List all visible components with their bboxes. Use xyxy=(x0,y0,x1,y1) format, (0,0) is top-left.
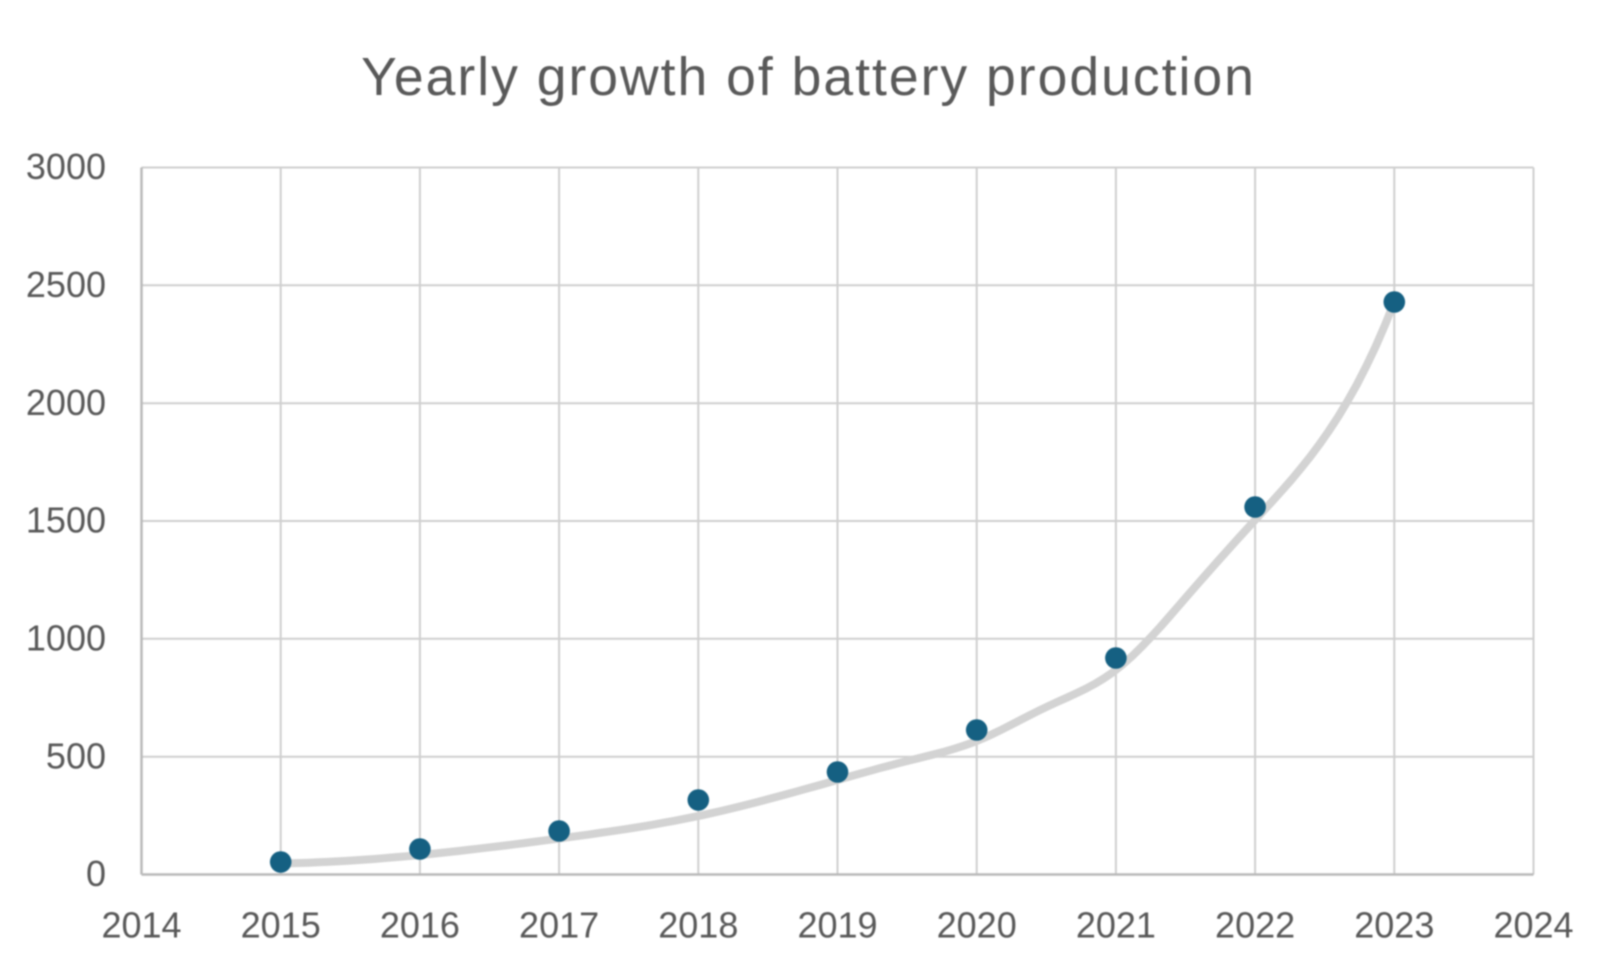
svg-text:2017: 2017 xyxy=(519,905,599,946)
svg-text:2018: 2018 xyxy=(658,905,738,946)
svg-text:2023: 2023 xyxy=(1354,905,1434,946)
svg-text:2021: 2021 xyxy=(1076,905,1156,946)
svg-text:2019: 2019 xyxy=(797,905,877,946)
svg-text:1500: 1500 xyxy=(26,500,106,541)
svg-text:2020: 2020 xyxy=(937,905,1017,946)
svg-text:0: 0 xyxy=(86,853,106,894)
svg-text:2015: 2015 xyxy=(241,905,321,946)
svg-text:2014: 2014 xyxy=(101,905,181,946)
svg-text:500: 500 xyxy=(46,735,106,776)
svg-text:2024: 2024 xyxy=(1493,905,1573,946)
svg-text:1000: 1000 xyxy=(26,617,106,658)
svg-text:2022: 2022 xyxy=(1215,905,1295,946)
svg-text:3000: 3000 xyxy=(26,146,106,187)
svg-text:2500: 2500 xyxy=(26,264,106,305)
svg-text:Yearly growth of battery produ: Yearly growth of battery production xyxy=(361,48,1256,107)
svg-text:2000: 2000 xyxy=(26,382,106,423)
svg-text:2016: 2016 xyxy=(380,905,460,946)
